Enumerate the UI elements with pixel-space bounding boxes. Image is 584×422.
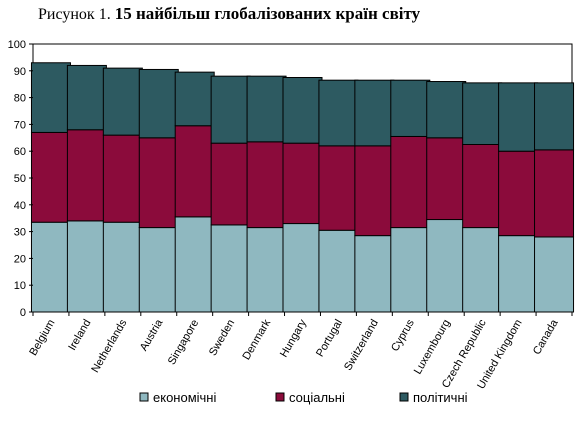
bar-segment (318, 229, 359, 313)
legend-swatch (139, 392, 149, 402)
bar-segment (426, 137, 467, 221)
bar-segment (138, 227, 179, 313)
bar-segment (426, 81, 467, 139)
x-tick-label: Portugal (314, 318, 345, 359)
bar-segment (390, 135, 431, 229)
y-tick-label: 40 (14, 200, 26, 212)
bar-segment (534, 82, 575, 151)
bar-segment (210, 75, 251, 144)
bar-segment (282, 223, 323, 313)
bar-segment (30, 221, 71, 313)
bar-segment (498, 235, 539, 313)
bar-segment (390, 79, 431, 137)
bar-segment (462, 227, 503, 313)
chart-title-main: 15 найбільш глобалізованих країн світу (114, 4, 421, 23)
y-tick-label: 60 (14, 146, 26, 158)
x-tick-label: Belgium (27, 318, 57, 358)
x-tick-label: Ireland (66, 318, 93, 353)
bar-segment (246, 75, 287, 143)
bar-segment (462, 144, 503, 229)
bar-segment (354, 235, 395, 313)
chart-title: Рисунок 1. 15 найбільш глобалізованих кр… (38, 4, 420, 24)
bar-segment (426, 219, 467, 313)
x-tick-label: Hungary (278, 317, 309, 359)
y-tick-label: 0 (20, 307, 26, 319)
bar-segment (318, 79, 359, 147)
bar-segment (138, 137, 179, 229)
bar-segment (498, 150, 539, 237)
bar-segment (498, 82, 539, 152)
bar-segment (354, 79, 395, 147)
bar-segment (282, 77, 323, 144)
bar-segment (354, 145, 395, 237)
x-tick-label: Netherlands (89, 317, 129, 375)
y-tick-label: 20 (14, 253, 26, 265)
y-tick-label: 30 (14, 227, 26, 239)
legend-label: політичні (413, 390, 468, 405)
bar-segment (174, 125, 215, 218)
bar-segment (30, 131, 71, 223)
bars (30, 62, 575, 313)
bar-segment (390, 227, 431, 313)
bar-segment (102, 134, 143, 223)
y-tick-label: 80 (14, 93, 26, 105)
bar-segment (246, 141, 287, 229)
bar-segment (102, 221, 143, 313)
legend-swatch (399, 392, 409, 402)
bar-segment (210, 224, 251, 313)
bar-segment (246, 227, 287, 313)
y-tick-label: 90 (14, 66, 26, 78)
chart-title-prefix: Рисунок 1. (38, 6, 111, 23)
bar-segment (174, 216, 215, 313)
bar-segment (210, 142, 251, 226)
bar-segment (282, 142, 323, 225)
bar-segment (102, 67, 143, 136)
legend-swatch (275, 392, 285, 402)
x-tick-label: Luxembourg (412, 318, 453, 377)
bar-segment (66, 220, 107, 313)
x-tick-label: Austria (138, 317, 166, 353)
x-tick-label: Cyprus (389, 317, 417, 354)
y-tick-label: 10 (14, 280, 26, 292)
bar-segment (138, 68, 179, 139)
x-tick-label: Denmark (240, 317, 273, 362)
bar-segment (534, 149, 575, 238)
y-tick-label: 100 (8, 39, 26, 51)
bar-segment (318, 145, 359, 231)
x-tick-label: Sweden (207, 318, 237, 358)
legend-label: економічні (153, 390, 216, 405)
x-tick-label: Canada (531, 317, 561, 357)
bar-segment (66, 129, 107, 222)
y-tick-label: 70 (14, 119, 26, 131)
bar-segment (534, 236, 575, 313)
bar-segment (66, 64, 107, 131)
bar-segment (462, 82, 503, 145)
x-tick-label: Switzerland (342, 318, 381, 373)
legend: економічні соціальні політичні (139, 390, 468, 405)
x-tick-label: Singapore (166, 318, 201, 367)
bar-segment (30, 62, 71, 133)
legend-label: соціальні (289, 390, 345, 405)
bar-segment (174, 71, 215, 127)
y-tick-label: 50 (14, 173, 26, 185)
